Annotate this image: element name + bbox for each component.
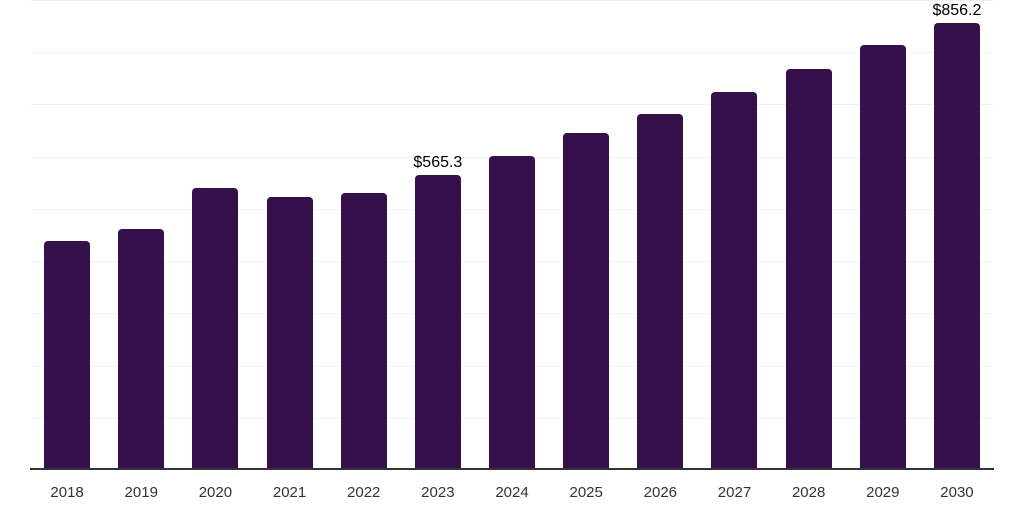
bar-2020[interactable]	[192, 187, 239, 470]
x-tick-label-2022: 2022	[347, 484, 381, 501]
x-tick-label-2027: 2027	[717, 484, 752, 501]
bar-2025[interactable]	[563, 133, 610, 470]
x-tick-label-2019: 2019	[124, 484, 158, 501]
gridline-900	[30, 0, 994, 1]
x-tick-label-2018: 2018	[50, 484, 84, 501]
x-tick-label-2020: 2020	[198, 484, 233, 501]
bar-2019[interactable]	[118, 229, 165, 470]
bar-value-label-2023: $565.3	[413, 153, 463, 171]
gridline-700	[30, 104, 994, 106]
x-tick-label-2026: 2026	[643, 484, 678, 501]
bar-slot-2022	[327, 0, 401, 470]
x-tick-label-2029: 2029	[866, 484, 900, 501]
bar-2024[interactable]	[489, 156, 536, 470]
bar-slot-2028	[772, 0, 846, 470]
x-tick-label-2021: 2021	[272, 484, 307, 501]
bar-2021[interactable]	[266, 196, 313, 470]
bar-slot-2029	[846, 0, 920, 470]
x-tick-label-2024: 2024	[495, 484, 529, 501]
bar-slot-2019	[104, 0, 178, 470]
bar-slot-2024	[475, 0, 549, 470]
x-tick-label-2028: 2028	[791, 484, 826, 501]
bar-2022[interactable]	[340, 192, 387, 470]
x-tick-label-2025: 2025	[569, 484, 603, 501]
bar-2018[interactable]	[44, 240, 91, 470]
bar-slot-2025	[549, 0, 623, 470]
bar-slot-2023: $565.3	[401, 0, 475, 470]
bar-2026[interactable]	[637, 114, 684, 470]
x-tick-label-2023: 2023	[421, 484, 455, 501]
bar-2023[interactable]	[414, 174, 461, 470]
bar-slot-2030: $856.2	[920, 0, 994, 470]
bar-slot-2026	[623, 0, 697, 470]
bar-slot-2027	[697, 0, 771, 470]
bar-2028[interactable]	[785, 69, 832, 470]
plot-area: $565.3 $856.2	[30, 0, 994, 470]
bar-slot-2018	[30, 0, 104, 470]
bar-2030[interactable]	[933, 22, 980, 470]
bar-slot-2021	[252, 0, 326, 470]
bar-2027[interactable]	[711, 92, 758, 470]
x-tick-label-2030: 2030	[940, 484, 974, 501]
x-axis-labels: 2018 2019 2020 2021 2022 2023 2024 2025 2026 2027…	[30, 485, 994, 501]
gridline-800	[30, 52, 994, 54]
bars-container: $565.3 $856.2	[30, 0, 994, 470]
bar-value-label-2030: $856.2	[932, 1, 982, 19]
bar-2029[interactable]	[859, 45, 906, 470]
bar-slot-2020	[178, 0, 252, 470]
x-axis-line	[30, 468, 994, 470]
